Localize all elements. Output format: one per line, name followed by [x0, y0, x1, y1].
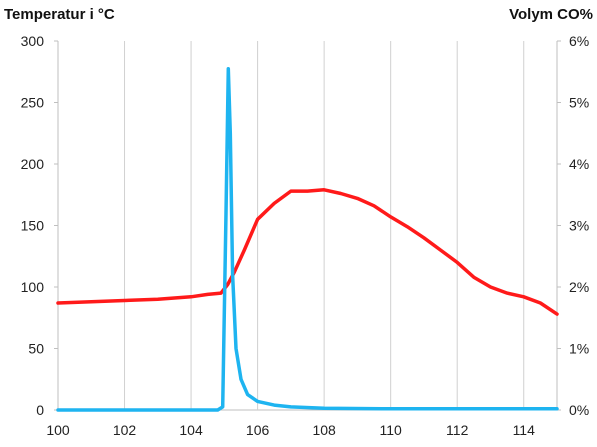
x-tick-label: 110	[380, 422, 403, 438]
x-tick-label: 100	[46, 422, 70, 438]
x-tick-label: 104	[179, 422, 203, 438]
y-right-tick-label: 4%	[569, 156, 589, 172]
y-right-axis-title: Volym CO%	[509, 6, 593, 23]
x-tick-label: 106	[246, 422, 270, 438]
y-right-tick-label: 5%	[569, 95, 589, 111]
y-left-tick-label: 0	[36, 402, 44, 418]
y-right-tick-label: 2%	[569, 279, 589, 295]
y-left-tick-label: 300	[21, 33, 45, 49]
y-right-tick-label: 1%	[569, 341, 589, 357]
y-left-tick-label: 250	[21, 95, 45, 111]
x-tick-label: 114	[513, 422, 536, 438]
temperature-series-line	[56, 188, 559, 316]
y-right-tick-label: 3%	[569, 218, 589, 234]
x-tick-label: 108	[312, 422, 336, 438]
y-right-tick-label: 6%	[569, 33, 589, 49]
x-tick-label: 112	[446, 422, 469, 438]
y-left-tick-label: 200	[21, 156, 45, 172]
y-left-tick-label: 150	[21, 218, 45, 234]
y-left-tick-label: 50	[28, 341, 44, 357]
y-right-tick-label: 0%	[569, 402, 589, 418]
co-volume-series-line	[56, 66, 559, 412]
x-tick-label: 102	[113, 422, 137, 438]
y-left-tick-label: 100	[21, 279, 45, 295]
y-left-axis-title: Temperatur i °C	[4, 6, 115, 23]
